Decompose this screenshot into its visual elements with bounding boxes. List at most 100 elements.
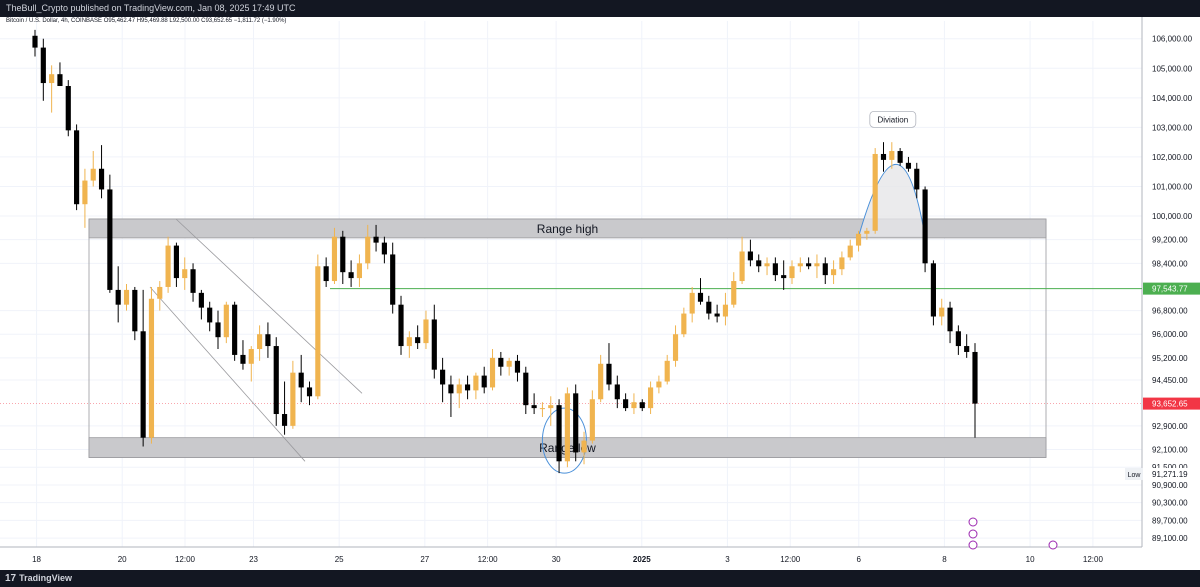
candle-body — [781, 275, 787, 279]
candle-body — [248, 349, 254, 364]
price-tick-label: 98,400.00 — [1152, 259, 1188, 268]
time-tick-label: 20 — [118, 555, 127, 564]
event-icon — [968, 529, 978, 539]
candle-body — [681, 313, 687, 335]
annotation-bubble — [869, 110, 917, 128]
price-tick-label: 89,100.00 — [1152, 534, 1188, 543]
candle-body — [273, 346, 279, 415]
candle-body — [739, 251, 745, 282]
candle-body — [315, 266, 321, 397]
price-tick-label: 94,450.00 — [1152, 376, 1188, 385]
candle-body — [306, 387, 313, 397]
candle-body — [531, 405, 537, 409]
symbol-legend: Bitcoin / U.S. Dollar, 4h, COINBASE O95,… — [6, 18, 287, 24]
price-tick-label: 91,500.00 — [1152, 463, 1188, 472]
price-tick-label: 92,100.00 — [1152, 445, 1188, 454]
candle-body — [647, 387, 654, 409]
time-tick-label: 12:00 — [780, 555, 801, 564]
candle-body — [348, 272, 354, 279]
candle-body — [564, 393, 570, 462]
candle-body — [107, 189, 113, 290]
candle-body — [656, 381, 662, 388]
candle-body — [257, 334, 263, 350]
candle-body — [697, 292, 704, 302]
candle-body — [631, 402, 637, 409]
candle-body — [423, 319, 429, 344]
brand-bar: 17 TradingView — [0, 570, 1200, 587]
annotation-text: Diviation — [877, 115, 908, 124]
candle-body — [182, 269, 188, 279]
candle-body — [340, 236, 346, 273]
price-tick-label: 96,800.00 — [1152, 307, 1188, 316]
price-tag-text: 97,543.77 — [1152, 285, 1188, 294]
candle-body — [573, 393, 579, 453]
candle-body — [772, 263, 778, 276]
candle-body — [190, 269, 196, 293]
candle-body — [764, 263, 770, 267]
candle-body — [589, 399, 595, 441]
time-tick-label: 10 — [1026, 555, 1035, 564]
time-tick-label: 27 — [420, 555, 429, 564]
candle-body — [473, 375, 479, 391]
candle-body — [722, 304, 729, 317]
candle-body — [32, 35, 38, 48]
price-tick-label: 90,900.00 — [1152, 481, 1188, 490]
time-tick-label: 18 — [32, 555, 41, 564]
candle-body — [814, 263, 820, 267]
time-tick-label: 12:00 — [478, 555, 499, 564]
price-tick-label: 102,000.00 — [1152, 153, 1193, 162]
candle-body — [431, 319, 437, 370]
range-high-zone — [88, 218, 1047, 239]
candle-body — [165, 245, 171, 287]
channel-lower-line — [149, 286, 306, 462]
candle-body — [406, 337, 412, 347]
time-tick-label: 2025 — [633, 555, 651, 564]
candle-body — [672, 334, 679, 361]
candle-body — [373, 236, 379, 243]
candle-body — [706, 301, 712, 314]
candle-body — [548, 405, 554, 409]
tradingview-logo[interactable]: 17 TradingView — [5, 570, 72, 587]
candle-body — [514, 360, 521, 373]
candle-body — [398, 304, 404, 347]
price-tick-label: 95,200.00 — [1152, 354, 1188, 363]
price-tag-bg — [1143, 397, 1200, 410]
candle-body — [381, 242, 387, 255]
candle-body — [831, 269, 837, 276]
candle-body — [498, 357, 504, 367]
candle-body — [789, 266, 795, 279]
price-tick-label: 101,000.00 — [1152, 182, 1193, 191]
candle-body — [905, 162, 912, 169]
time-tick-label: 30 — [552, 555, 561, 564]
candle-body — [298, 372, 304, 388]
candle-body — [822, 263, 828, 276]
brand-name: TradingView — [19, 573, 72, 583]
candle-body — [897, 151, 903, 163]
candle-body — [290, 372, 296, 426]
candle-body — [955, 331, 961, 347]
candle-body — [556, 405, 562, 462]
candle-body — [623, 399, 629, 409]
candlestick-chart[interactable]: Range highRange lowDiviation106,000.0010… — [0, 17, 1200, 570]
range-high-label: Range high — [537, 222, 598, 236]
candle-body — [49, 74, 55, 84]
candle-body — [947, 307, 953, 332]
candle-body — [281, 414, 288, 426]
candle-body — [914, 168, 920, 190]
tradingview-glyph: 17 — [5, 573, 17, 584]
price-tag-text: 91,271.19 — [1152, 470, 1188, 479]
candle-body — [140, 331, 146, 438]
candle-body — [506, 360, 512, 367]
time-tick-label: 12:00 — [1083, 555, 1104, 564]
candle-body — [82, 180, 88, 205]
time-tick-label: 25 — [335, 555, 344, 564]
candle-body — [223, 304, 229, 338]
candle-body — [889, 151, 895, 160]
price-tick-label: 106,000.00 — [1152, 35, 1193, 44]
candle-body — [922, 189, 928, 264]
price-tag-bg — [1143, 467, 1200, 480]
event-icon — [1048, 540, 1058, 550]
price-tick-label: 103,000.00 — [1152, 123, 1193, 132]
candle-body — [747, 251, 753, 261]
candle-body — [839, 257, 845, 270]
